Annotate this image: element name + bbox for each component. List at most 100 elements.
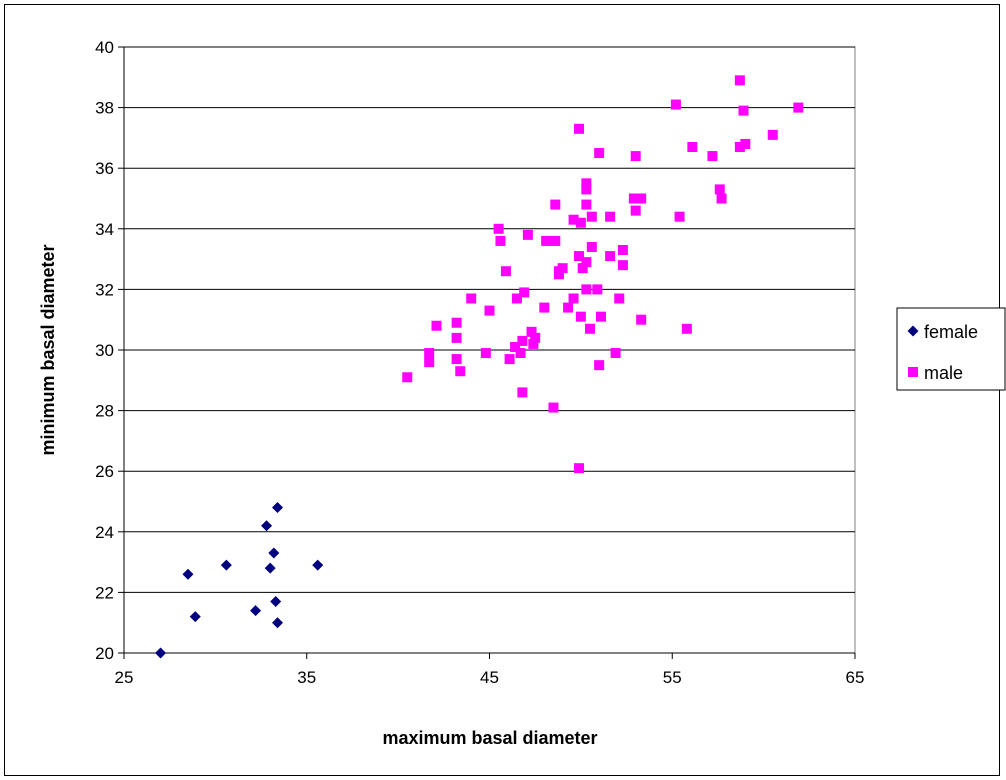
male-point-10 [484, 305, 495, 316]
male-point-69 [707, 151, 718, 162]
male-point-51 [594, 148, 605, 159]
male-point-65 [670, 99, 681, 110]
male-point-38 [574, 463, 585, 474]
male-point-64 [636, 314, 647, 325]
male-point-12 [495, 235, 506, 246]
male-point-1 [424, 348, 435, 359]
male-point-36 [574, 123, 585, 134]
male-point-41 [577, 263, 588, 274]
male-point-20 [519, 287, 530, 298]
male-point-33 [563, 302, 574, 313]
male-point-13 [500, 266, 511, 277]
male-point-24 [530, 332, 541, 343]
female-point-7 [268, 547, 280, 559]
male-point-18 [517, 335, 528, 346]
male-point-14 [504, 354, 515, 365]
female-point-1 [182, 568, 194, 580]
male-point-2 [424, 357, 435, 368]
male-point-49 [586, 241, 597, 252]
y-tick-label-38: 38 [95, 99, 114, 118]
male-point-45 [581, 257, 592, 268]
male-point-43 [581, 184, 592, 195]
y-axis-title: minimum basal diameter [38, 244, 58, 455]
x-tick-label-35: 35 [297, 668, 316, 687]
male-point-68 [687, 141, 698, 152]
y-tick-label-26: 26 [95, 462, 114, 481]
male-point-54 [605, 211, 616, 222]
male-point-25 [539, 302, 550, 313]
male-point-48 [586, 211, 597, 222]
male-point-73 [734, 141, 745, 152]
female-point-9 [272, 617, 284, 629]
male-point-47 [585, 323, 596, 334]
male-point-5 [451, 332, 462, 343]
female-point-3 [220, 559, 232, 571]
male-point-27 [548, 402, 559, 413]
y-tick-label-22: 22 [95, 583, 114, 602]
male-point-35 [568, 214, 579, 225]
male-point-67 [681, 323, 692, 334]
male-point-77 [793, 102, 804, 113]
male-point-62 [630, 151, 641, 162]
male-point-17 [515, 348, 526, 359]
male-point-6 [451, 354, 462, 365]
y-tick-label-32: 32 [95, 280, 114, 299]
y-tick-label-20: 20 [95, 644, 114, 663]
legend-label-female: female [924, 322, 978, 342]
female-point-0 [155, 647, 167, 659]
y-tick-label-24: 24 [95, 523, 114, 542]
female-point-4 [250, 605, 262, 617]
male-point-42 [581, 178, 592, 189]
male-point-32 [557, 263, 568, 274]
male-point-57 [614, 293, 625, 304]
y-tick-label-30: 30 [95, 341, 114, 360]
male-point-50 [592, 284, 603, 295]
male-point-34 [568, 293, 579, 304]
male-point-60 [628, 193, 639, 204]
female-point-11 [312, 559, 324, 571]
y-tick-label-34: 34 [95, 220, 114, 239]
male-point-72 [734, 75, 745, 86]
male-point-19 [517, 387, 528, 398]
legend-marker-female [907, 325, 919, 337]
male-point-11 [493, 223, 504, 234]
male-point-29 [550, 235, 561, 246]
male-point-21 [522, 229, 533, 240]
male-point-56 [610, 348, 621, 359]
legend: female male [896, 307, 1006, 391]
male-point-76 [767, 129, 778, 140]
x-axis-title: maximum basal diameter [382, 728, 597, 748]
male-point-71 [716, 193, 727, 204]
male-point-16 [511, 293, 522, 304]
female-point-8 [270, 595, 282, 607]
male-point-59 [617, 260, 628, 271]
male-point-70 [714, 184, 725, 195]
male-point-0 [402, 372, 413, 383]
male-point-31 [553, 269, 564, 280]
x-tick-label-45: 45 [480, 668, 499, 687]
legend-marker-male [908, 367, 918, 377]
male-point-44 [581, 199, 592, 210]
male-point-37 [574, 251, 585, 262]
male-point-66 [674, 211, 685, 222]
female-point-6 [264, 562, 276, 574]
male-point-7 [455, 366, 466, 377]
male-point-46 [581, 284, 592, 295]
male-point-63 [636, 193, 647, 204]
y-tick-label-40: 40 [95, 38, 114, 57]
male-point-22 [526, 326, 537, 337]
male-point-55 [605, 251, 616, 262]
male-point-52 [594, 360, 605, 371]
y-axis-ticks: 20 22 24 26 28 30 32 34 36 38 40 [95, 38, 124, 663]
male-point-4 [451, 317, 462, 328]
male-point-40 [575, 311, 586, 322]
male-point-15 [510, 341, 521, 352]
male-point-23 [528, 338, 539, 349]
x-tick-label-65: 65 [846, 668, 865, 687]
male-point-26 [541, 235, 552, 246]
data-points [155, 75, 804, 659]
legend-label-male: male [924, 363, 963, 383]
male-point-58 [617, 245, 628, 256]
female-point-2 [189, 611, 201, 623]
